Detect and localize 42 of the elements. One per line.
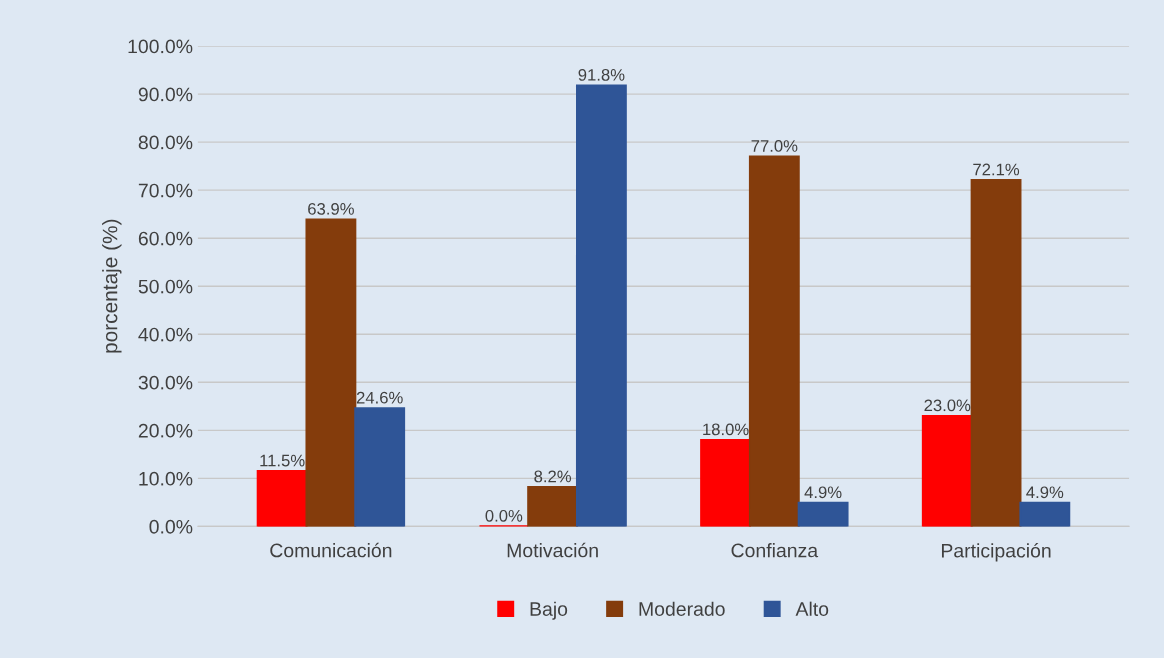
y-tick-label: 30.0% [138,375,193,390]
bar [797,501,849,527]
bar [970,179,1022,527]
data-label: 18.0% [703,423,749,436]
y-tick-label: 100.0% [128,39,193,54]
data-label: 11.5% [260,454,305,467]
bar [575,84,627,527]
bar [921,414,973,527]
x-tick-label: Participación [941,543,1051,562]
data-label: 23.0% [924,399,971,412]
bar [256,470,308,527]
bar [354,407,406,527]
y-tick-label: 90.0% [138,87,193,102]
bar [305,218,357,527]
legend-label: Alto [795,601,829,616]
y-tick-label: 20.0% [138,423,193,438]
data-label: 4.9% [804,486,842,499]
data-label: 77.0% [751,140,798,152]
y-tick-label: 40.0% [138,327,193,342]
y-tick-label: 50.0% [138,279,193,294]
x-tick-label: Motivación [507,542,598,558]
bar [748,155,800,527]
bar [527,485,579,527]
data-label: 0.0% [485,509,523,522]
y-tick-label: 0.0% [149,519,193,534]
legend-label: Moderado [639,601,725,616]
data-label: 63.9% [308,202,354,215]
bar [700,438,751,527]
y-tick-label: 10.0% [139,471,193,486]
y-tick-label: 80.0% [138,135,193,150]
data-label: 72.1% [973,163,1020,176]
y-tick-label: 60.0% [138,231,193,246]
x-tick-label: Confianza [731,543,819,558]
data-label: 91.8% [578,68,625,81]
bar [1019,501,1071,527]
data-label: 8.2% [534,470,572,483]
legend-label: Bajo [530,601,568,620]
data-label: 24.6% [356,391,403,404]
y-axis-title: porcentaje (%) [102,219,122,353]
y-tick-label: 70.0% [138,183,193,198]
x-tick-label: Comunicación [270,542,392,558]
data-label: 4.9% [1026,486,1064,499]
